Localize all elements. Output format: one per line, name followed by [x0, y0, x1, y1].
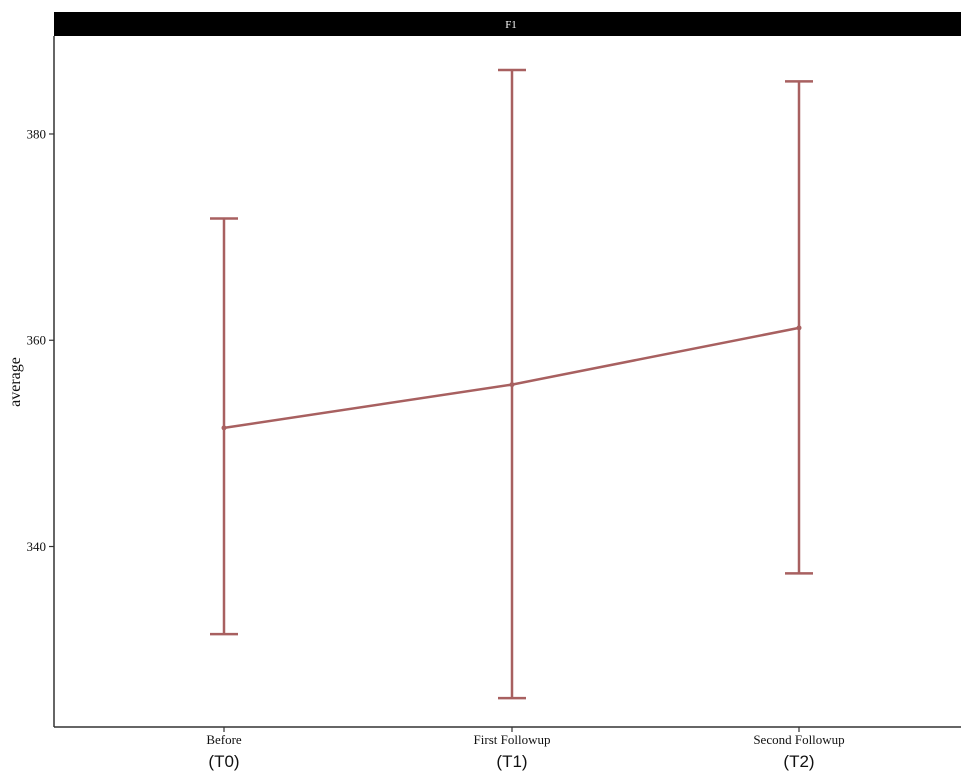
data-point [221, 425, 227, 431]
x-tick-label: Before [206, 732, 242, 747]
plot-marks [210, 68, 813, 700]
x-axis-ticks: Before (T0) First Followup (T1) Second Follo… [206, 727, 845, 771]
data-point [796, 325, 802, 331]
panel-background [54, 36, 961, 727]
data-point [509, 382, 515, 388]
facet-strip-title: F1 [505, 19, 517, 31]
y-axis-ticks: 340 360 380 [27, 126, 54, 554]
y-tick-label: 360 [27, 333, 47, 348]
x-tick-sublabel: (T2) [783, 752, 814, 771]
y-tick-label: 380 [27, 126, 47, 141]
x-tick-sublabel: (T0) [208, 752, 239, 771]
y-axis-title: average [7, 357, 24, 407]
x-tick-label: Second Followup [753, 732, 844, 747]
facet-strip [54, 12, 961, 36]
y-tick-label: 340 [27, 539, 47, 554]
x-tick-sublabel: (T1) [496, 752, 527, 771]
x-tick-label: First Followup [474, 732, 551, 747]
